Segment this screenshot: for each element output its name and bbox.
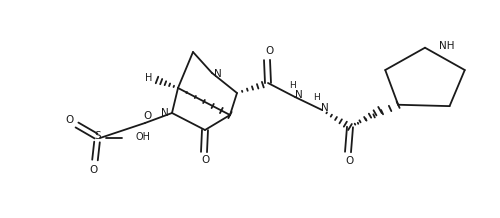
Text: O: O <box>89 165 97 175</box>
Text: N: N <box>321 103 329 113</box>
Text: H: H <box>290 80 296 90</box>
Text: N: N <box>161 108 169 118</box>
Text: H: H <box>146 73 152 83</box>
Text: O: O <box>65 115 73 125</box>
Text: O: O <box>202 155 210 165</box>
Text: S: S <box>94 131 102 141</box>
Text: O: O <box>346 156 354 166</box>
Text: OH: OH <box>135 132 150 142</box>
Text: NH: NH <box>439 41 454 51</box>
Text: H: H <box>314 94 320 102</box>
Text: O: O <box>144 111 152 121</box>
Text: N: N <box>295 90 303 100</box>
Text: O: O <box>265 46 273 56</box>
Text: N: N <box>214 69 222 79</box>
